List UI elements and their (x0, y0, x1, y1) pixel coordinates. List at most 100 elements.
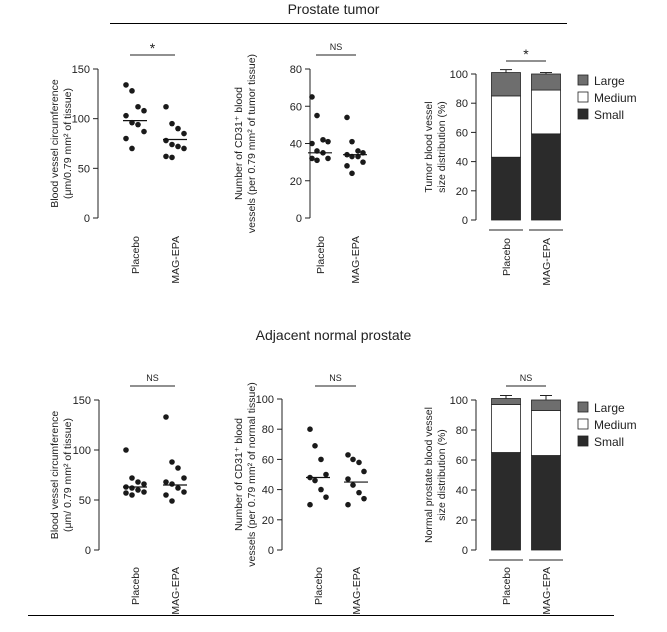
tumor-count-point-mag-epa (360, 159, 366, 165)
normal-count-y-tick-label: 100 (256, 394, 274, 406)
normal-circumference-point-mag-epa (169, 481, 175, 487)
tumor-circumference-point-mag-epa (163, 137, 169, 144)
tumor-count-y-tick-label: 0 (296, 213, 302, 225)
tumor-size-distribution-y-tick-label: 0 (462, 215, 468, 227)
tumor-circumference-point-mag-epa (181, 145, 187, 152)
tumor-circumference-y-tick-label: 0 (84, 213, 90, 225)
normal-circumference-point-mag-epa (181, 475, 187, 481)
tumor-count-y-label-line: vessels (per 0.79 mm² of tumor tissue) (246, 54, 258, 233)
normal-count-point-mag-epa (345, 452, 351, 458)
tumor-size-distribution-legend-label-small: Small (594, 108, 624, 122)
tumor-circumference-point-mag-epa (169, 141, 175, 148)
tumor-count-point-mag-epa (349, 170, 355, 177)
top-section-rule (110, 23, 567, 24)
normal-size-distribution-y-tick-label: 20 (456, 515, 468, 527)
normal-count-point-placebo (323, 471, 329, 478)
normal-count-significance-label: NS (329, 373, 342, 383)
normal-count-category-label: Placebo (313, 567, 325, 605)
normal-size-distribution-legend-label-medium: Medium (594, 418, 637, 432)
normal-size-distribution-legend-swatch-medium (577, 418, 589, 430)
normal-circumference-point-placebo (129, 485, 135, 491)
normal-count-point-mag-epa (356, 489, 362, 496)
tumor-circumference-y-tick-label: 50 (78, 163, 90, 175)
tumor-circumference-y-label-line: Blood vessel circumference (49, 79, 61, 208)
normal-circumference-point-mag-epa (163, 492, 169, 498)
tumor-circumference-y-tick-label: 150 (72, 64, 90, 76)
tumor-count-point-mag-epa (355, 148, 361, 154)
tumor-count-point-placebo (309, 155, 315, 162)
normal-circumference-y-tick-label: 0 (85, 545, 91, 557)
tumor-count-y-tick-label: 80 (290, 64, 302, 76)
tumor-size-distribution-y-label-line: size distribution (%) (436, 101, 448, 193)
tumor-count-point-placebo (325, 138, 331, 145)
normal-count-y-tick-label: 80 (262, 424, 274, 436)
tumor-size-distribution-legend-swatch-medium (577, 91, 589, 103)
normal-count-y-label-line: Number of CD31⁺ blood (233, 418, 245, 531)
normal-count-point-mag-epa (345, 476, 351, 482)
normal-count-panel: 0 20 40 60 80 100 Number of CD31⁺ blood vessels… (233, 373, 368, 615)
normal-circumference-point-placebo (123, 490, 129, 496)
tumor-circumference-point-mag-epa (163, 153, 169, 160)
normal-size-distribution-bar-medium (491, 404, 521, 453)
normal-circumference-point-mag-epa (175, 485, 181, 491)
tumor-count-significance-label: NS (330, 42, 343, 52)
tumor-circumference-point-placebo (129, 145, 135, 152)
tumor-size-distribution-y-label-line: Tumor blood vessel (423, 101, 435, 192)
tumor-circumference-category-label: Placebo (130, 236, 142, 274)
tumor-count-panel: 0 20 40 60 80 Number of CD31⁺ blood vessels (p… (233, 42, 367, 284)
tumor-count-point-placebo (320, 136, 326, 143)
tumor-size-distribution-category-label: MAG-EPA (541, 238, 553, 286)
tumor-circumference-y-label-line: (μm/0.79 mm² of tissue) (62, 88, 74, 199)
tumor-count-point-placebo (309, 140, 315, 147)
tumor-circumference-panel: 0 50 100 150 Blood vessel circumference (μm/0… (49, 40, 187, 284)
tumor-circumference-y-tick-label: 100 (72, 114, 90, 126)
tumor-size-distribution-legend-swatch-large (577, 74, 589, 86)
normal-circumference-significance-label: NS (146, 373, 159, 383)
normal-circumference-point-placebo (135, 487, 141, 493)
tumor-circumference-point-placebo (141, 107, 147, 114)
normal-count-point-placebo (307, 501, 313, 508)
tumor-count-y-tick-label: 40 (290, 139, 302, 151)
normal-size-distribution-y-tick-label: 100 (450, 395, 468, 407)
normal-size-distribution-y-tick-label: 40 (456, 485, 468, 497)
tumor-count-point-mag-epa (349, 138, 355, 145)
normal-size-distribution-bar-small (531, 455, 561, 551)
tumor-size-distribution-significance-label: * (523, 46, 529, 62)
normal-circumference-category-label: MAG-EPA (170, 567, 182, 615)
normal-circumference-point-placebo (141, 481, 147, 487)
normal-circumference-y-tick-label: 100 (73, 445, 91, 457)
tumor-count-point-placebo (314, 157, 320, 164)
normal-count-point-placebo (323, 494, 329, 500)
top-section-title: Prostate tumor (287, 1, 380, 17)
normal-circumference-point-placebo (129, 475, 135, 481)
normal-size-distribution-bar-large (491, 398, 521, 405)
normal-size-distribution-y-label-line: size distribution (%) (436, 429, 448, 521)
tumor-count-category-label: MAG-EPA (350, 236, 362, 284)
tumor-circumference-point-placebo (129, 88, 135, 94)
normal-size-distribution-y-tick-label: 0 (462, 545, 468, 557)
normal-count-point-mag-epa (345, 501, 351, 508)
normal-count-point-placebo (307, 426, 313, 433)
normal-circumference-y-label-line: Blood vessel circumference (49, 411, 61, 540)
tumor-size-distribution-y-tick-label: 100 (450, 69, 468, 81)
normal-size-distribution-category-label: MAG-EPA (541, 567, 553, 615)
tumor-circumference-point-placebo (135, 121, 141, 128)
normal-circumference-y-tick-label: 50 (79, 495, 91, 507)
normal-count-y-tick-label: 40 (262, 485, 274, 497)
tumor-count-point-mag-epa (344, 163, 350, 169)
normal-count-point-placebo (312, 477, 318, 484)
bottom-section-title: Adjacent normal prostate (255, 327, 412, 343)
tumor-circumference-point-mag-epa (169, 120, 175, 127)
normal-count-y-tick-label: 60 (262, 454, 274, 466)
tumor-size-distribution-bar-small (531, 133, 561, 221)
normal-circumference-point-mag-epa (181, 489, 187, 495)
tumor-circumference-point-mag-epa (169, 154, 175, 161)
tumor-circumference-significance-label: * (150, 40, 156, 56)
normal-size-distribution-bar-small (491, 452, 521, 551)
normal-size-distribution-legend-label-large: Large (594, 401, 625, 415)
tumor-size-distribution-bar-medium (531, 89, 561, 135)
tumor-circumference-point-mag-epa (181, 130, 187, 137)
tumor-circumference-point-placebo (141, 128, 147, 135)
normal-count-point-placebo (318, 456, 324, 463)
